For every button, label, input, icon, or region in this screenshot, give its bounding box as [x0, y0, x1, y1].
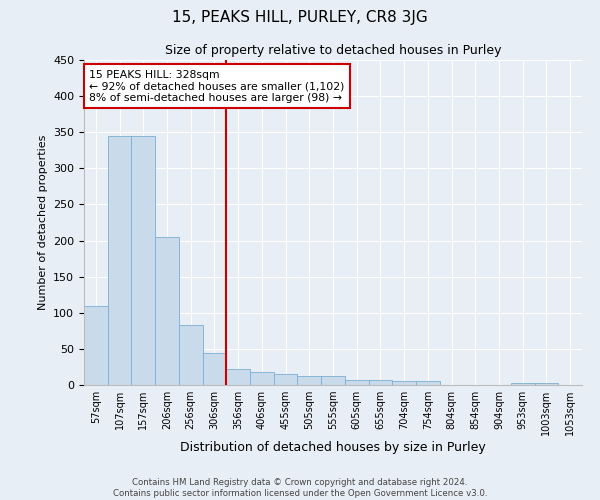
Title: Size of property relative to detached houses in Purley: Size of property relative to detached ho… [165, 44, 501, 58]
Bar [131, 136, 155, 385]
Bar [250, 372, 274, 385]
Bar [345, 380, 368, 385]
Bar [155, 237, 179, 385]
Text: Contains HM Land Registry data © Crown copyright and database right 2024.
Contai: Contains HM Land Registry data © Crown c… [113, 478, 487, 498]
Bar [274, 374, 298, 385]
Bar [108, 136, 131, 385]
Text: 15 PEAKS HILL: 328sqm
← 92% of detached houses are smaller (1,102)
8% of semi-de: 15 PEAKS HILL: 328sqm ← 92% of detached … [89, 70, 344, 103]
X-axis label: Distribution of detached houses by size in Purley: Distribution of detached houses by size … [180, 441, 486, 454]
Bar [298, 376, 321, 385]
Bar [321, 376, 345, 385]
Y-axis label: Number of detached properties: Number of detached properties [38, 135, 47, 310]
Bar [84, 306, 108, 385]
Bar [203, 352, 226, 385]
Bar [392, 382, 416, 385]
Bar [535, 383, 558, 385]
Bar [368, 380, 392, 385]
Text: 15, PEAKS HILL, PURLEY, CR8 3JG: 15, PEAKS HILL, PURLEY, CR8 3JG [172, 10, 428, 25]
Bar [179, 325, 203, 385]
Bar [511, 383, 535, 385]
Bar [226, 369, 250, 385]
Bar [416, 382, 440, 385]
